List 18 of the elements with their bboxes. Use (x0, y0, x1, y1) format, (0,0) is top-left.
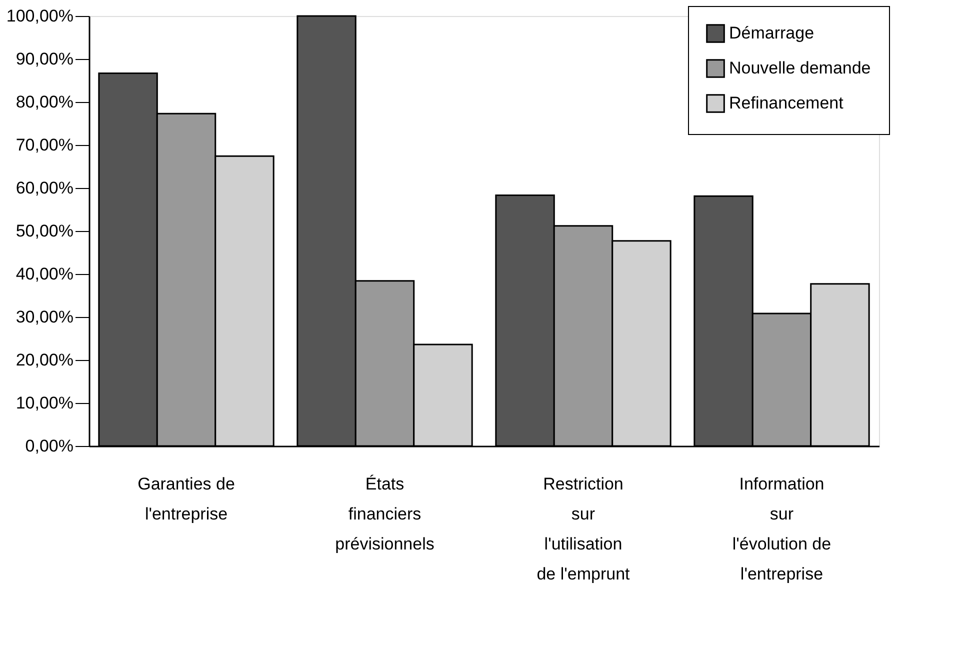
y-tick-label: 0,00% (25, 436, 74, 456)
y-tick-label: 20,00% (16, 350, 74, 370)
y-tick-label: 100,00% (6, 6, 74, 26)
x-tick-label: Information sur l'évolution de l'entreprise (732, 474, 832, 584)
legend-label: Nouvelle demande (729, 58, 871, 78)
y-tick-label: 90,00% (16, 50, 74, 68)
legend-label: Démarrage (729, 24, 814, 42)
legend-label: Refinancement (729, 94, 844, 112)
x-tick-label: Restriction sur l'utilisation de l'emprunt (536, 474, 630, 584)
y-tick-label: 80,00% (16, 92, 74, 112)
x-tick-label: Garanties de l'entreprise (138, 474, 235, 524)
y-tick-label: 50,00% (16, 222, 74, 240)
y-tick-label: 70,00% (16, 136, 74, 154)
y-tick-label: 30,00% (16, 308, 74, 326)
y-tick-label: 60,00% (16, 178, 74, 198)
x-tick-label: États financiers prévisionnels (335, 474, 434, 554)
y-tick-label: 10,00% (16, 394, 74, 412)
y-tick-label: 40,00% (16, 264, 74, 284)
